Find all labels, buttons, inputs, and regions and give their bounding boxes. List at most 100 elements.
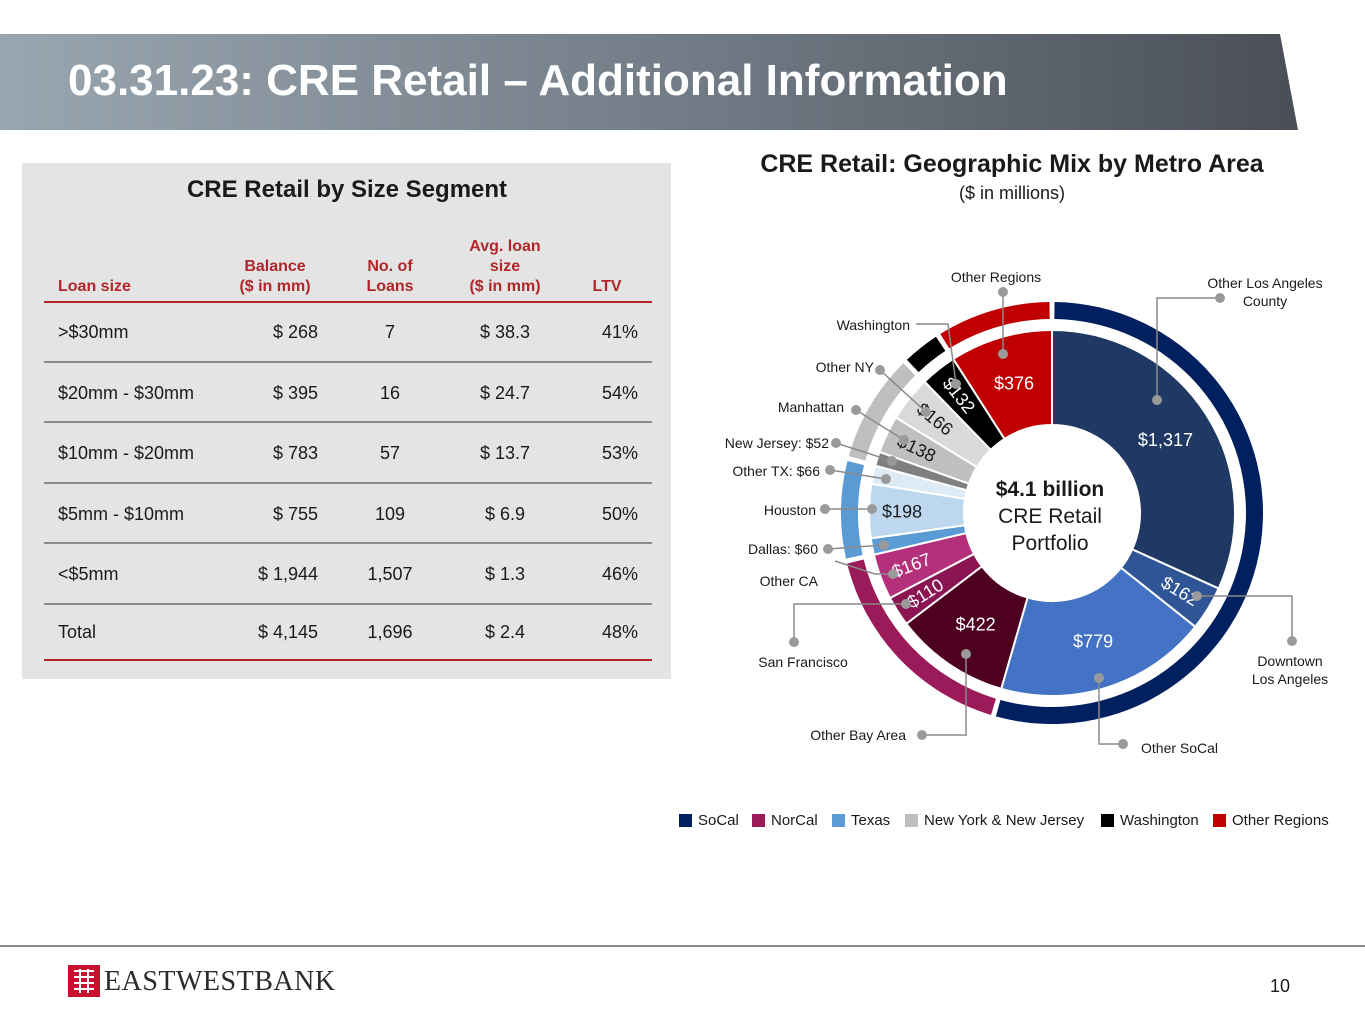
leader-other-bay-area [922, 654, 967, 736]
leader-dot [921, 407, 931, 417]
inner-ring [868, 328, 1236, 697]
header-balance-line1: Balance [244, 258, 306, 275]
callout-other-regions: Other Regions [951, 269, 1041, 285]
row-4-size: <$5mm [58, 564, 119, 584]
callout-labels: Other Regions Other Los Angeles County W… [725, 269, 1328, 756]
leader-dot [1215, 293, 1225, 303]
legend-item-washington: Washington [1101, 812, 1199, 829]
row-4-avg: $ 1.3 [484, 564, 526, 584]
legend-swatch [905, 814, 918, 827]
leader-dot [825, 465, 835, 475]
row-1-ltv: 54% [601, 383, 638, 403]
callout-downtown-la-2: Los Angeles [1252, 671, 1328, 687]
slice-label-other-socal: $779 [1073, 632, 1113, 652]
slice-other-los-angeles-county [1051, 328, 1236, 590]
slice-label-other-bay-area: $422 [956, 614, 996, 634]
leader-dot [879, 540, 889, 550]
slice-other-regions [951, 328, 1053, 441]
legend-label: Other Regions [1232, 812, 1329, 829]
outer-ring [841, 302, 1263, 724]
row-5-loans: 1,696 [367, 622, 413, 642]
row-0-loans: 7 [384, 322, 395, 342]
leader-dot [1287, 636, 1297, 646]
leader-dot [1094, 673, 1104, 683]
header-loans: No. of Loans [345, 257, 435, 297]
row-2-loans: 57 [379, 443, 401, 463]
slice-label-other-los-angeles-county: $1,317 [1138, 430, 1193, 450]
row-4-ltv: 46% [601, 564, 638, 584]
row-3-loans: 109 [374, 504, 406, 524]
row-4-balance: $ 1,944 [257, 564, 318, 584]
geographic-mix-donut: $1,317$162$779$422$110$167$198$138$166$1… [725, 269, 1328, 756]
row-4-loans: 1,507 [367, 564, 413, 584]
leader-dot [1118, 739, 1128, 749]
callout-other-ny: Other NY [816, 359, 875, 375]
center-line-1: $4.1 billion [996, 478, 1105, 501]
row-divider [44, 361, 652, 363]
legend-swatch [1213, 814, 1226, 827]
callout-other-la-2: County [1243, 293, 1287, 309]
row-1-avg: $ 24.7 [479, 383, 531, 403]
title-banner-shape [0, 34, 1298, 130]
leader-new-jersey [835, 442, 893, 462]
callout-washington: Washington [837, 317, 910, 333]
table-title: CRE Retail by Size Segment [186, 176, 508, 203]
header-balance-line2: ($ in mm) [239, 278, 311, 295]
group-arc-texas [841, 460, 864, 559]
legend-item-other-regions: Other Regions [1213, 812, 1329, 829]
slice-other-socal [999, 566, 1197, 697]
leader-dot [881, 474, 891, 484]
page-title: 03.31.23: CRE Retail – Additional Inform… [68, 56, 1008, 105]
row-0-avg: $ 38.3 [479, 322, 531, 342]
chart-subtitle: ($ in millions) [958, 183, 1066, 203]
legend-label: Washington [1120, 812, 1199, 829]
leader-dot [823, 544, 833, 554]
center-line-3: Portfolio [1011, 532, 1088, 555]
leader-other-la [1156, 297, 1220, 400]
page-number: 10 [1270, 976, 1291, 996]
header-ltv: LTV [592, 278, 622, 295]
callout-dallas: Dallas: $60 [748, 541, 818, 557]
leader-dot [867, 504, 877, 514]
east-west-bank-logo-icon [68, 965, 100, 997]
total-divider [44, 659, 652, 661]
row-0-balance: $ 268 [272, 322, 318, 342]
legend-label: Texas [851, 812, 891, 829]
leader-other-socal [1098, 678, 1123, 745]
leader-dot [820, 504, 830, 514]
slice-label-other-regions: $376 [994, 373, 1034, 393]
callout-manhattan: Manhattan [778, 399, 844, 415]
legend-label: NorCal [771, 812, 818, 829]
legend-swatch [832, 814, 845, 827]
leader-washington [916, 323, 957, 385]
row-3-size: $5mm - $10mm [58, 504, 185, 524]
row-divider [44, 603, 652, 605]
callout-leaders [789, 287, 1297, 749]
leader-dot [1152, 395, 1162, 405]
leader-manhattan [855, 409, 905, 441]
center-line-2: CRE Retail [998, 505, 1102, 528]
header-avg-line1: Avg. loan [469, 238, 541, 255]
leader-dot [901, 599, 911, 609]
leader-dot [899, 435, 909, 445]
row-3-avg: $ 6.9 [484, 504, 526, 524]
row-2-balance: $ 783 [272, 443, 318, 463]
callout-other-socal: Other SoCal [1141, 740, 1218, 756]
row-1-size: $20mm - $30mm [58, 383, 195, 403]
leader-other-tx [829, 469, 887, 480]
leader-dot [998, 349, 1008, 359]
leader-dot [1192, 591, 1202, 601]
row-5-avg: $ 2.4 [484, 622, 526, 642]
callout-other-ca: Other CA [760, 573, 819, 589]
callout-other-bay-area: Other Bay Area [810, 727, 906, 743]
row-1-balance: $ 395 [272, 383, 318, 403]
row-5-size: Total [58, 622, 97, 642]
leader-san-francisco [793, 603, 906, 642]
callout-san-francisco: San Francisco [758, 654, 848, 670]
legend-item-texas: Texas [832, 812, 890, 829]
header-loan-size: Loan size [58, 278, 131, 295]
callout-other-tx: Other TX: $66 [732, 463, 820, 479]
row-3-balance: $ 755 [272, 504, 318, 524]
header-avg-size: Avg. loan size ($ in mm) [445, 237, 565, 297]
leader-dot [998, 287, 1008, 297]
